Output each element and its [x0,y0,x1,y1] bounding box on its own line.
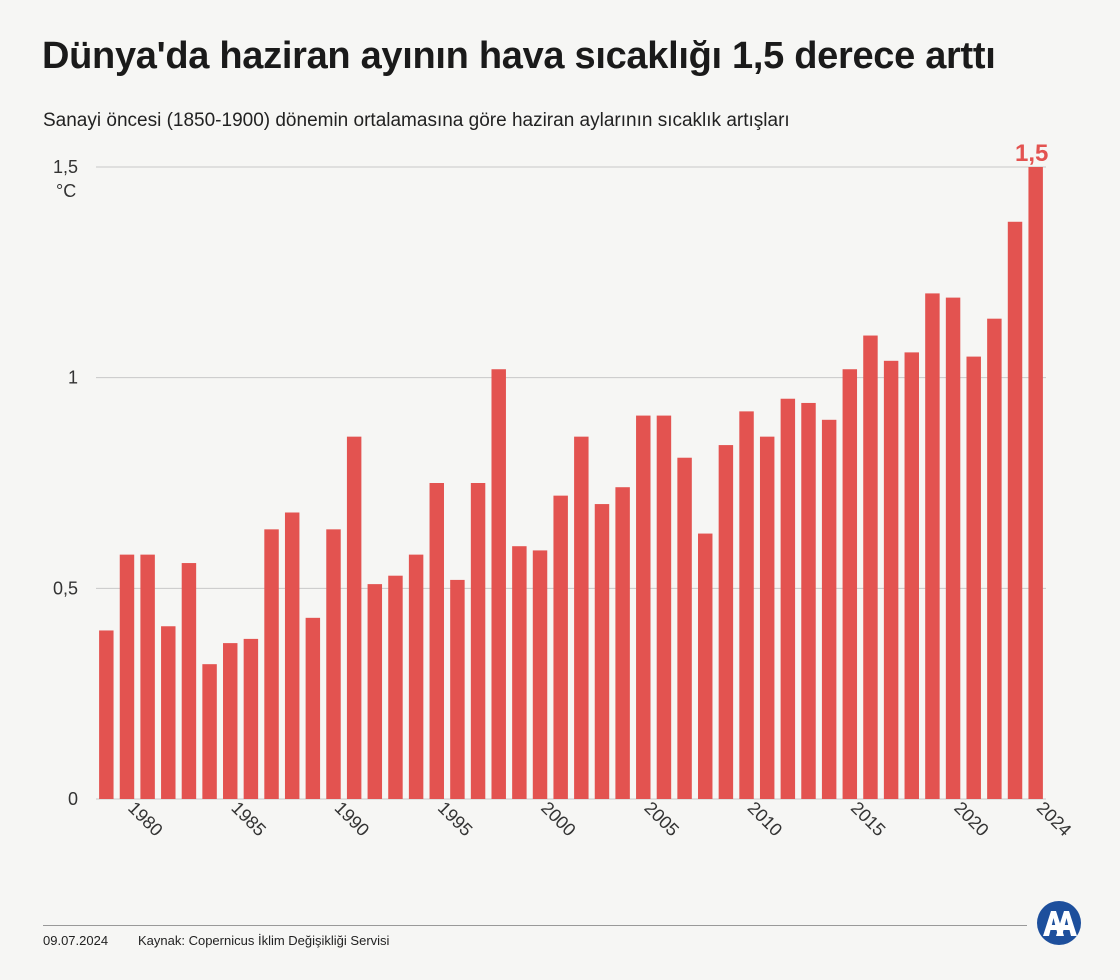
x-tick-label: 2005 [640,798,682,840]
x-tick-label: 2000 [537,798,579,840]
bar [264,529,279,799]
bar [99,630,114,799]
bar [512,546,527,799]
bar [883,360,899,799]
bar [987,318,1002,799]
y-axis-unit-label: °C [56,181,76,201]
bar [594,504,610,799]
bar [450,579,465,799]
page-title: Dünya'da haziran ayının hava sıcaklığı 1… [42,35,996,77]
bar [1028,167,1043,799]
bar [326,529,341,799]
bar [429,483,444,799]
x-axis-ticks: 1980 1985 1990 1995 2000 2005 2010 2015 2020 2024 [124,798,1075,840]
y-axis-ticks: 0 0,5 1 1,5 [53,157,78,809]
bar [367,584,383,799]
bar [821,419,837,799]
bar [636,415,651,799]
bar [656,415,672,799]
bar [677,457,692,799]
bar [346,436,362,799]
bar [223,643,238,799]
bar [574,436,589,799]
bar [801,402,816,799]
bar [161,626,176,799]
bar [491,369,506,799]
bar [532,550,548,799]
bar [181,563,197,799]
bar [305,617,321,799]
bar [739,411,754,799]
bar [202,664,217,799]
chart-subtitle: Sanayi öncesi (1850-1900) dönemin ortala… [43,110,790,131]
x-tick-label: 2010 [744,798,786,840]
bar [243,638,259,799]
bar [904,352,919,799]
bar [718,445,734,799]
bar [945,297,961,799]
bar [388,575,403,799]
bar [470,483,486,799]
y-tick-label: 0 [68,789,78,809]
bar [925,293,940,799]
x-tick-label: 2024 [1033,798,1075,840]
x-tick-label: 1995 [434,798,476,840]
x-tick-label: 2020 [950,798,992,840]
x-tick-label: 2015 [847,798,889,840]
y-tick-label: 1 [68,368,78,388]
bar [698,533,713,799]
bar [408,554,424,799]
footer-date: 09.07.2024 [43,933,109,948]
bar [615,487,630,799]
data-labels: 1,5 [1015,140,1048,167]
data-label: 1,5 [1015,140,1048,167]
bar [863,335,878,799]
bar [119,554,135,799]
gridlines [96,166,1046,800]
bar-chart: 0 0,5 1 1,5 °C 1980 1985 1990 1995 2000 2005 2010… [53,140,1075,840]
bar [966,356,981,799]
bar [780,398,796,799]
bar [842,369,858,799]
aa-logo-icon [1037,901,1081,945]
bar [1007,221,1023,800]
bar [284,512,300,799]
bars [99,167,1043,800]
x-tick-label: 1980 [124,798,166,840]
bar [140,554,155,799]
footer-divider [43,925,1027,926]
x-tick-label: 1990 [331,798,373,840]
bar [553,495,568,799]
bar [759,436,775,799]
footer-source: Kaynak: Copernicus İklim Değişikliği Ser… [138,933,390,948]
y-tick-label: 1,5 [53,157,78,177]
x-tick-label: 1985 [227,798,269,840]
y-tick-label: 0,5 [53,578,78,598]
